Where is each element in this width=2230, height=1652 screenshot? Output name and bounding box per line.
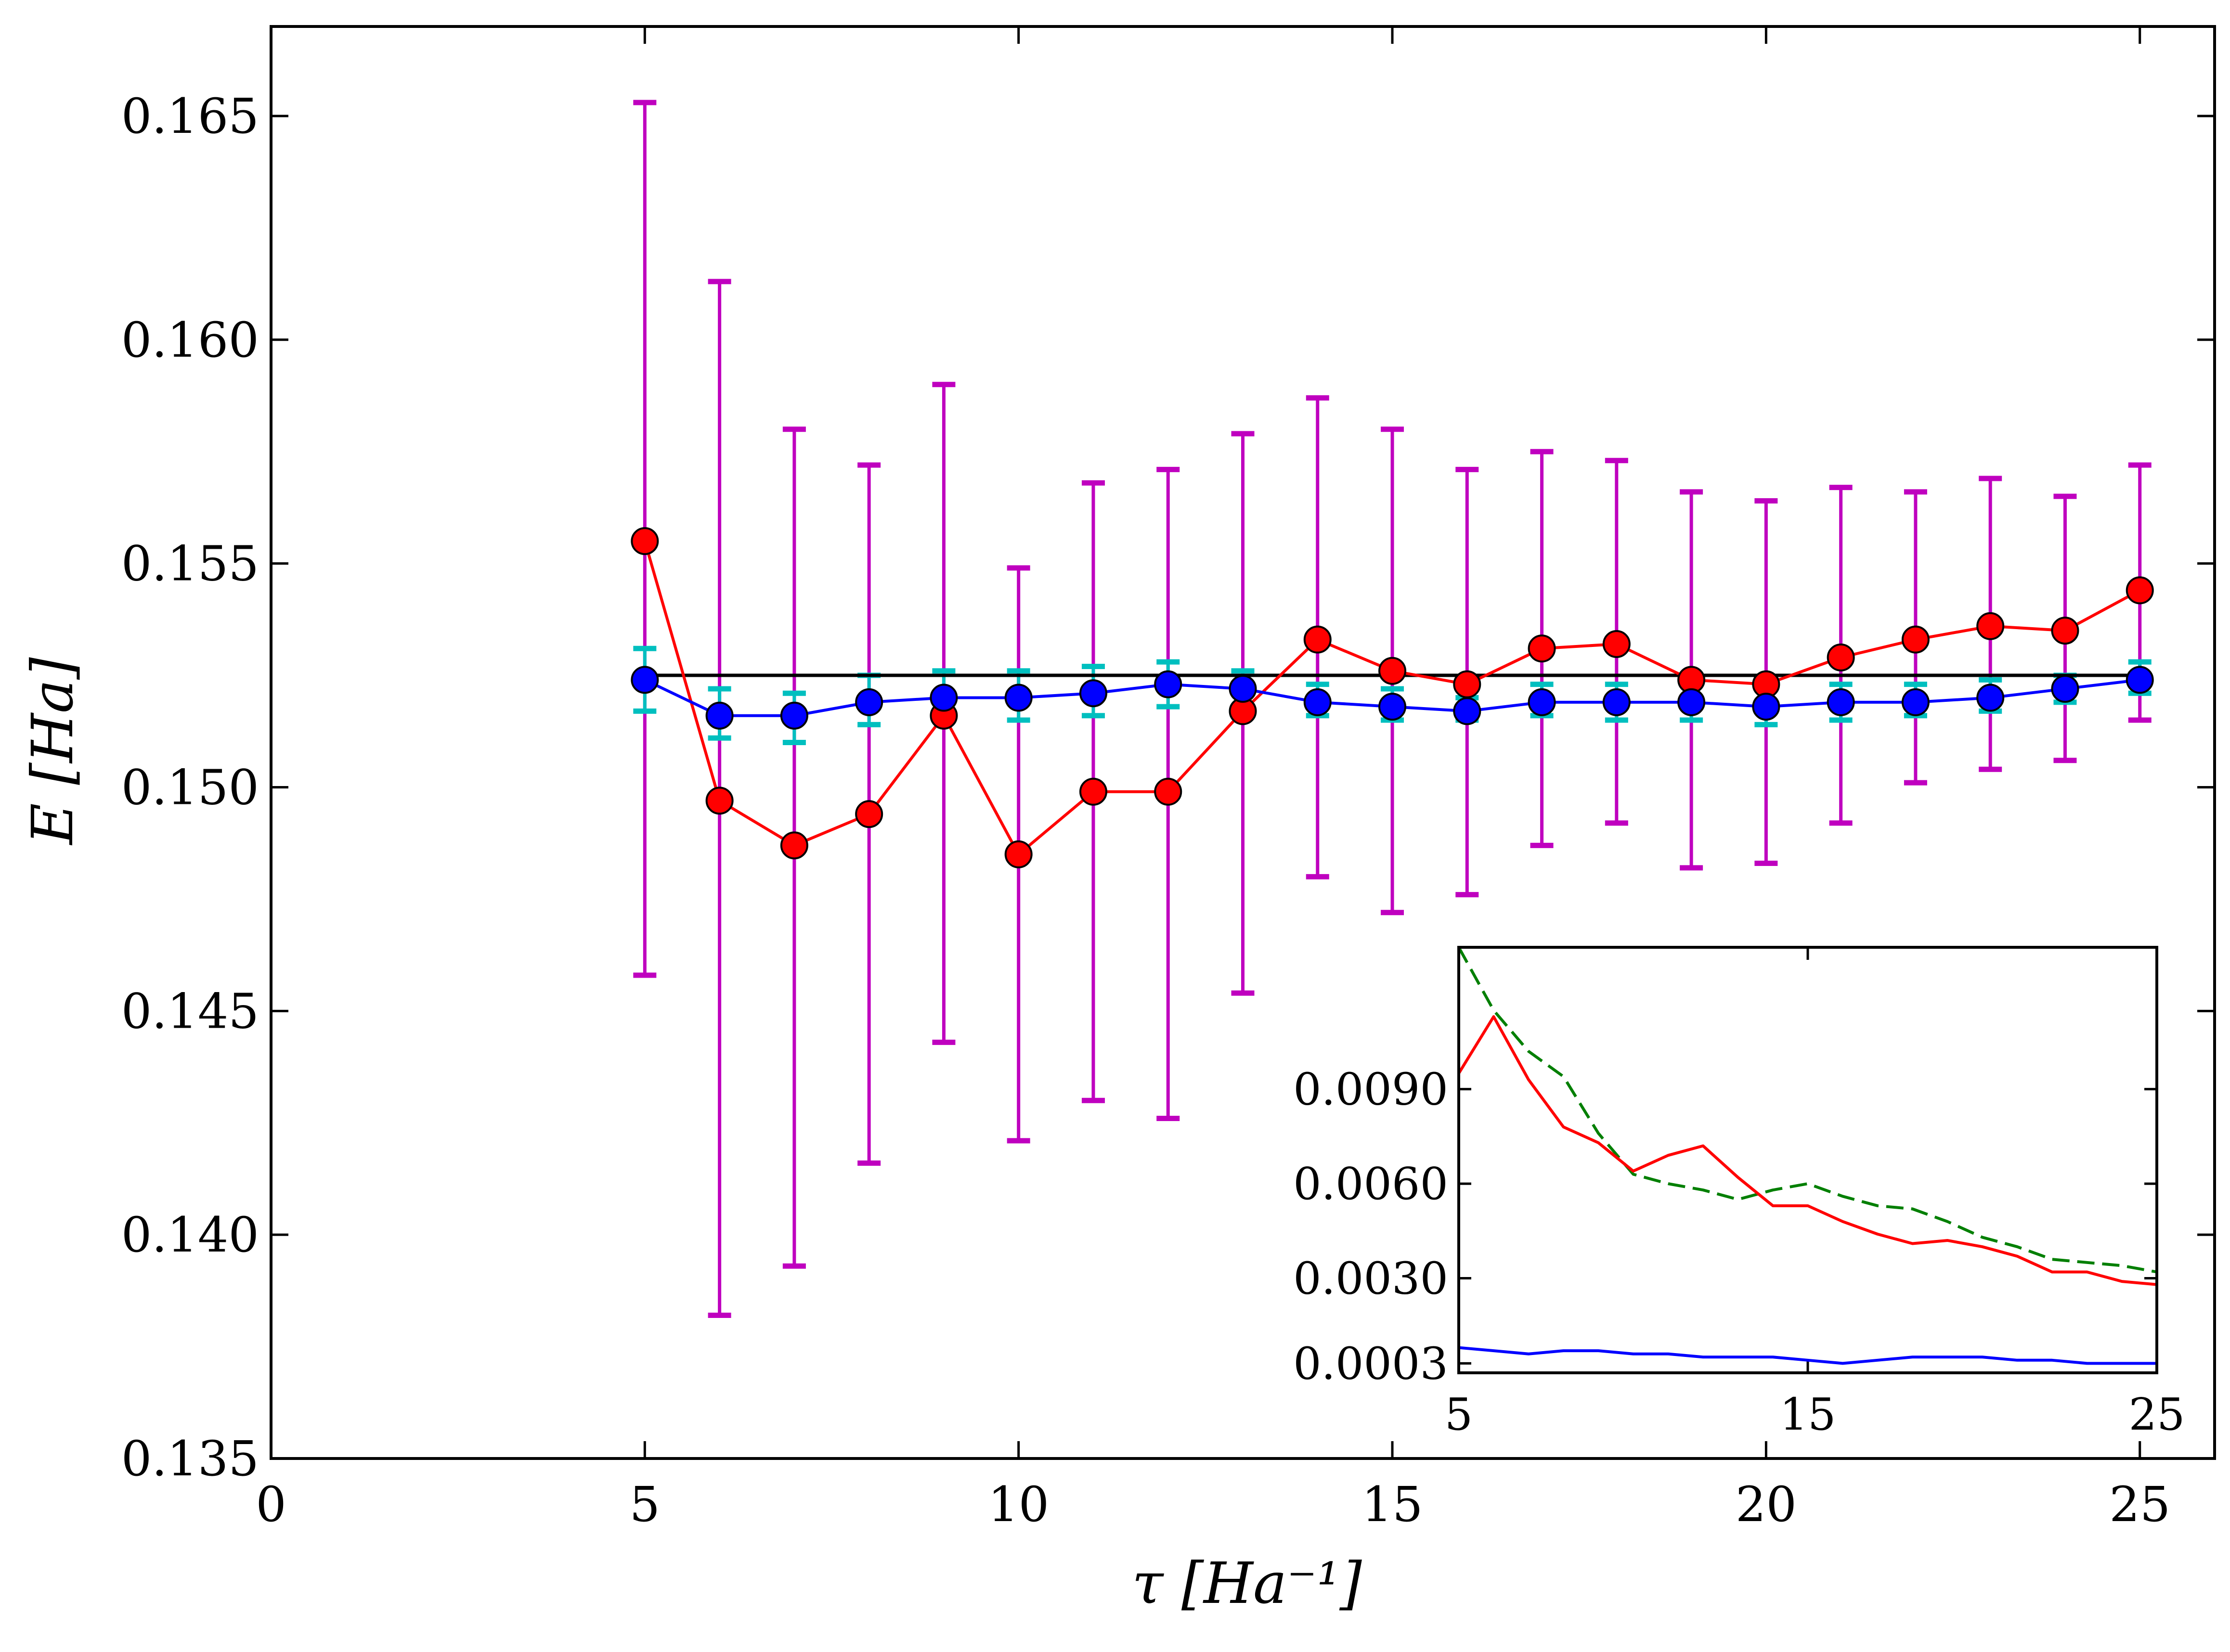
blue-data-point	[631, 666, 659, 694]
x-axis-label: τ [Ha⁻¹]	[1132, 1550, 1362, 1616]
y-tick-label: 0.150	[121, 759, 259, 815]
blue-data-point	[1827, 688, 1855, 716]
red-data-point	[1528, 634, 1556, 663]
inset-x-tick-label: 25	[2128, 1389, 2185, 1440]
blue-data-point	[1453, 697, 1481, 725]
x-tick-label: 20	[1736, 1476, 1797, 1533]
inset-y-tick-label: 0.0030	[1293, 1253, 1448, 1304]
y-tick-label: 0.135	[121, 1431, 259, 1487]
main-plot: 0 5 10 15 20 25 0.135 0.140 0.145 0.150 0.155 0.160…	[121, 25, 2216, 1533]
inset-blue-series-line	[1458, 1346, 2157, 1365]
y-axis-label: E [Ha]	[19, 657, 86, 846]
y-tick-label: 0.140	[121, 1207, 259, 1263]
inset-plot: 5 15 25 0.0003 0.0030 0.0060 0.0090	[1293, 946, 2185, 1440]
red-data-point	[1602, 630, 1631, 658]
main-plot-frame	[270, 25, 2216, 1460]
red-data-point	[1303, 625, 1332, 654]
inset-x-tick-label: 5	[1445, 1389, 1473, 1440]
main-series-markers	[631, 527, 2154, 868]
red-data-point	[1901, 625, 1930, 654]
inset-red-series-line	[1457, 1015, 2157, 1286]
red-data-point	[780, 831, 808, 860]
blue-data-point	[2126, 666, 2154, 694]
blue-data-point	[1752, 693, 1780, 721]
blue-data-point	[1378, 693, 1407, 721]
blue-data-point	[855, 688, 883, 716]
red-data-point	[1004, 840, 1033, 868]
red-data-point	[1453, 670, 1481, 698]
blue-data-point	[1528, 688, 1556, 716]
red-data-point	[2051, 617, 2079, 645]
red-data-point	[1976, 612, 2005, 640]
y-tick-label: 0.145	[121, 983, 259, 1039]
red-data-point	[1378, 657, 1407, 685]
x-tick-label: 10	[988, 1476, 1049, 1533]
inset-y-tick-label: 0.0090	[1293, 1064, 1448, 1115]
blue-data-point	[1901, 688, 1930, 716]
red-data-point	[855, 800, 883, 828]
blue-data-point	[1976, 684, 2005, 712]
x-tick-label: 15	[1361, 1476, 1423, 1533]
y-tick-label: 0.165	[121, 88, 259, 144]
x-tick-label: 0	[256, 1476, 286, 1533]
blue-data-point	[1154, 670, 1182, 698]
inset-plot-frame	[1457, 946, 2158, 1374]
blue-data-point	[780, 701, 808, 730]
inset-background	[1459, 947, 2157, 1373]
blue-data-point	[1004, 684, 1033, 712]
inset-y-tick-label: 0.0060	[1293, 1158, 1448, 1210]
x-tick-label: 25	[2109, 1476, 2170, 1533]
y-tick-label: 0.160	[121, 312, 259, 368]
x-tick-label: 5	[630, 1476, 661, 1533]
blue-data-point	[1079, 679, 1107, 708]
inset-y-tick-label: 0.0003	[1293, 1338, 1448, 1389]
inset-x-tick-label: 15	[1779, 1389, 1836, 1440]
blue-data-point	[1602, 688, 1631, 716]
blue-data-point	[1303, 688, 1332, 716]
red-data-point	[1827, 643, 1855, 671]
red-data-point	[1154, 777, 1182, 806]
red-data-point	[2126, 576, 2154, 605]
blue-data-point	[1229, 674, 1257, 703]
red-data-point	[705, 787, 734, 815]
blue-data-point	[1677, 688, 1706, 716]
red-data-point	[631, 527, 659, 555]
blue-data-point	[705, 701, 734, 730]
blue-data-point	[2051, 674, 2079, 703]
blue-data-point	[930, 684, 958, 712]
y-tick-label: 0.155	[121, 536, 259, 592]
main-tick-labels: 0 5 10 15 20 25 0.135 0.140 0.145 0.150 0.155 0.160…	[121, 88, 2171, 1533]
red-data-point	[1079, 777, 1107, 806]
inset-green-dashed-series-line	[1457, 946, 2157, 1274]
inset-tick-labels: 5 15 25 0.0003 0.0030 0.0060 0.0090	[1293, 1064, 2185, 1440]
inset-series-lines	[1457, 946, 2157, 1365]
